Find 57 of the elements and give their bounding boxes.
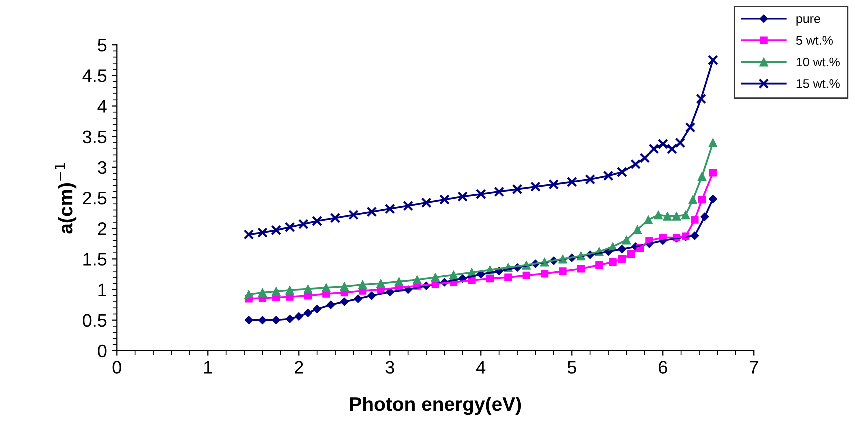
- point: [548, 179, 560, 190]
- y-tick-label: 3.5: [83, 130, 107, 144]
- x-tick-label: 1: [204, 361, 212, 374]
- x-tick-label: 0: [112, 361, 122, 374]
- point: [298, 219, 309, 230]
- x-axis-title: Photon energy(eV): [350, 396, 522, 416]
- legend-label: 5 wt.%: [796, 36, 833, 46]
- point: [512, 184, 523, 195]
- y-tick-label: 2.5: [83, 192, 107, 205]
- x-tick-label: 7: [750, 361, 758, 374]
- legend-label: 15 wt.%: [796, 80, 840, 88]
- point: [530, 182, 541, 192]
- point: [603, 170, 614, 182]
- y-tick-label: 2: [98, 222, 107, 236]
- x-tick-label: 6: [659, 361, 668, 374]
- y-tick-label: 1.5: [84, 253, 107, 266]
- y-tick-label: 0.5: [83, 314, 107, 328]
- point: [330, 212, 341, 224]
- point: [284, 222, 296, 233]
- y-axis-title: a(cm)$^{−1}$: [55, 164, 77, 234]
- y-tick-label: 0: [98, 344, 107, 358]
- point: [667, 144, 678, 154]
- point: [648, 144, 660, 154]
- point: [244, 230, 254, 240]
- y-tick-label: 4.5: [82, 70, 107, 82]
- point: [658, 138, 668, 150]
- point: [384, 204, 396, 214]
- point: [675, 138, 686, 148]
- point: [616, 167, 628, 178]
- legend-label: 10 wt.%: [796, 58, 840, 67]
- point: [640, 153, 650, 164]
- y-tick-label: 3: [98, 161, 107, 174]
- point: [421, 198, 432, 208]
- point: [685, 122, 696, 133]
- point: [348, 210, 359, 220]
- legend-label: pure: [796, 16, 820, 26]
- point: [271, 225, 282, 236]
- y-tick-label: 5: [98, 39, 107, 52]
- point: [312, 216, 323, 226]
- point: [585, 174, 596, 185]
- point: [696, 94, 707, 104]
- point: [476, 189, 486, 200]
- point: [630, 159, 642, 170]
- y-tick-label: 1: [98, 284, 107, 296]
- point: [366, 206, 378, 218]
- x-tick-label: 5: [568, 361, 576, 374]
- point: [566, 176, 578, 188]
- point: [258, 228, 268, 238]
- x-tick-label: 4: [476, 361, 486, 374]
- point: [440, 194, 450, 206]
- point: [403, 200, 414, 212]
- x-tick-label: 3: [386, 361, 394, 374]
- x-tick-label: 2: [295, 361, 304, 374]
- point: [708, 55, 718, 66]
- point: [458, 192, 468, 202]
- point: [494, 186, 505, 198]
- y-tick-label: 4: [98, 100, 107, 113]
